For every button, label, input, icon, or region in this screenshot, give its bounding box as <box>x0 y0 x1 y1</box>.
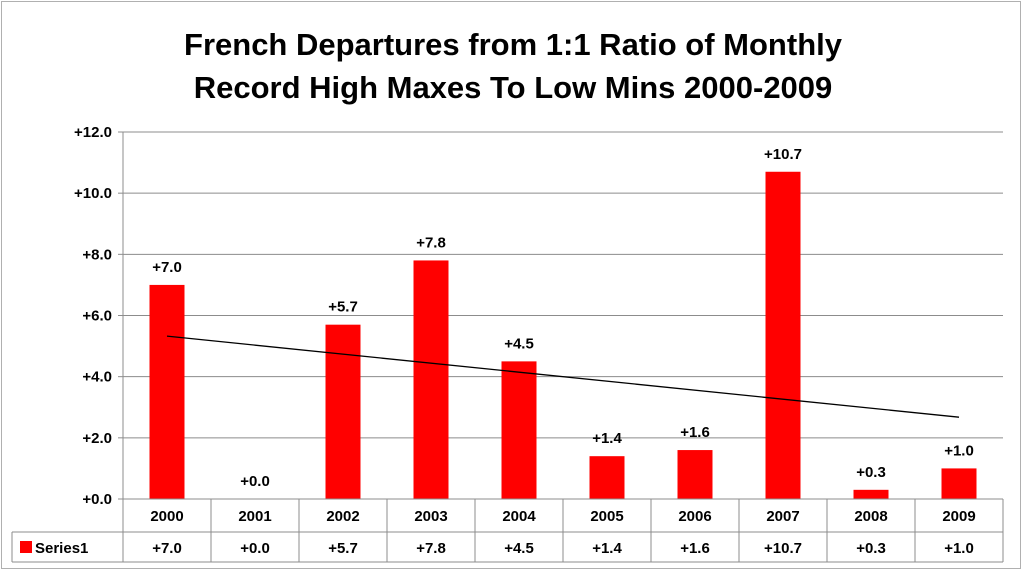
gridlines <box>123 131 1003 439</box>
data-label: +0.0 <box>240 473 270 490</box>
bar <box>589 456 625 499</box>
data-label: +4.5 <box>504 335 534 352</box>
bar <box>149 284 185 499</box>
data-label: +7.8 <box>416 234 446 251</box>
data-label: +7.0 <box>152 259 182 276</box>
x-category-label: 2005 <box>590 508 623 525</box>
x-category-label: 2006 <box>678 508 711 525</box>
table-value-cell: +0.3 <box>856 540 886 557</box>
y-tick-label: +8.0 <box>82 246 112 263</box>
bar <box>325 324 361 499</box>
data-label: +0.3 <box>856 464 886 481</box>
legend-series-name: Series1 <box>35 540 88 557</box>
bar <box>413 260 449 499</box>
table-value-cell: +1.0 <box>944 540 974 557</box>
x-category-label: 2003 <box>414 508 447 525</box>
chart-title-line-2: Record High Maxes To Low Mins 2000-2009 <box>194 70 833 105</box>
legend-key <box>20 541 32 553</box>
y-tick-label: +2.0 <box>82 430 112 447</box>
x-category-label: 2002 <box>326 508 359 525</box>
table-value-cell: +1.4 <box>592 540 622 557</box>
table-value-cell: +1.6 <box>680 540 710 557</box>
x-category-label: 2007 <box>766 508 799 525</box>
trendline-line <box>166 335 960 418</box>
table-value-cell: +7.8 <box>416 540 446 557</box>
bar <box>765 171 801 499</box>
data-label: +1.6 <box>680 424 710 441</box>
table-value-cell: +0.0 <box>240 540 270 557</box>
x-category-label: 2008 <box>854 508 887 525</box>
table-value-cell: +7.0 <box>152 540 182 557</box>
data-label: +1.4 <box>592 430 622 447</box>
table-value-cell: +10.7 <box>764 540 802 557</box>
bar <box>677 450 713 499</box>
y-tick-label: +12.0 <box>74 124 112 141</box>
data-label: +10.7 <box>764 146 802 163</box>
bar <box>501 361 537 499</box>
data-labels: +7.0 +0.0 +5.7 +7.8 +4.5 +1.4 +1.6 +10.7 +0.3 +1.… <box>152 146 974 490</box>
chart-title: French Departures from 1:1 Ratio of Mont… <box>184 27 843 105</box>
bar <box>941 468 977 499</box>
y-axis: +0.0 +2.0 +4.0 +6.0 +8.0 +10.0 +12.0 <box>74 124 124 562</box>
trendline <box>166 335 960 418</box>
chart-title-line-1: French Departures from 1:1 Ratio of Mont… <box>184 27 843 62</box>
y-tick-label: +10.0 <box>74 185 112 202</box>
y-tick-label: +6.0 <box>82 308 112 325</box>
data-label: +5.7 <box>328 299 358 316</box>
x-category-label: 2001 <box>238 508 271 525</box>
x-category-label: 2004 <box>502 508 536 525</box>
bar <box>853 489 889 499</box>
table-value-cell: +5.7 <box>328 540 358 557</box>
x-category-label: 2009 <box>942 508 975 525</box>
y-tick-label: +0.0 <box>82 491 112 508</box>
x-category-label: 2000 <box>150 508 183 525</box>
bars <box>149 171 977 499</box>
y-tick-label: +4.0 <box>82 369 112 386</box>
table-value-cell: +4.5 <box>504 540 534 557</box>
data-table: 2000 2001 2002 2003 2004 2005 2006 2007 2008 2009… <box>11 498 1004 563</box>
data-label: +1.0 <box>944 442 974 459</box>
